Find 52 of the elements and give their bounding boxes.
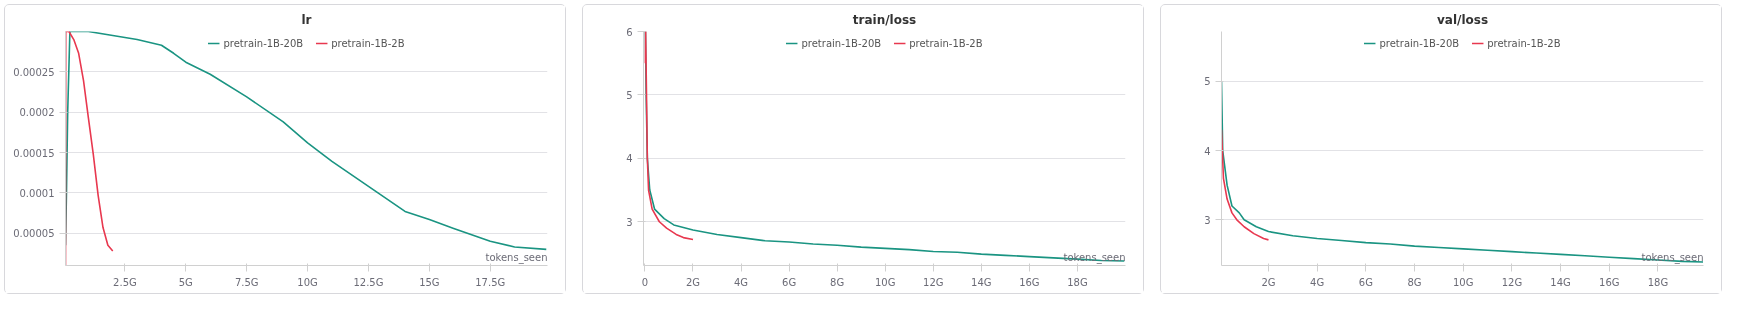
x-tick-label: 16G (1599, 276, 1620, 288)
x-tick-label: 15G (419, 276, 440, 288)
x-tick-label: 12G (1501, 276, 1523, 288)
x-tick-label: 10G (297, 276, 318, 288)
y-tick-label: 5 (626, 89, 633, 101)
x-tick-label: 18G (1647, 276, 1669, 288)
x-tick-label: 14G (1550, 276, 1571, 288)
x-tick-label: 0 (641, 276, 649, 288)
x-axis-title: tokens_seen (1641, 251, 1704, 264)
legend-label: pretrain-1B-2B (331, 37, 405, 49)
chart-title: val/loss (1436, 12, 1489, 27)
chart-title: lr (301, 12, 312, 27)
legend-label: pretrain-1B-20B (223, 37, 304, 49)
y-tick-label: 0.00025 (13, 66, 55, 78)
x-tick-label: 2G (685, 276, 701, 288)
x-tick-label: 12G (923, 276, 944, 288)
x-tick-label: 8G (1407, 276, 1422, 288)
y-tick-label: 0.0001 (19, 187, 55, 199)
x-tick-label: 5G (178, 276, 193, 288)
y-tick-label: 4 (1204, 145, 1211, 157)
y-tick-label: 4 (626, 153, 633, 165)
y-tick-label: 0.00005 (13, 228, 55, 240)
x-tick-label: 10G (1452, 276, 1474, 288)
x-tick-label: 6G (782, 276, 797, 288)
line-series (644, 31, 694, 241)
x-tick-label: 4G (734, 276, 749, 288)
x-tick-label: 16G (1019, 276, 1040, 288)
y-tick-label: 5 (1204, 76, 1211, 88)
legend-label: pretrain-1B-20B (1379, 37, 1460, 49)
x-tick-label: 6G (1358, 276, 1373, 288)
x-tick-label: 4G (1310, 276, 1325, 288)
y-tick-label: 3 (626, 216, 633, 228)
line-series (65, 31, 548, 251)
y-tick-label: 0.0002 (19, 107, 55, 119)
legend-label: pretrain-1B-20B (801, 37, 882, 49)
x-axis-title: tokens_seen (485, 251, 548, 264)
x-tick-label: 14G (971, 276, 992, 288)
y-tick-label: 0.00015 (13, 147, 55, 159)
x-tick-label: 7.5G (234, 276, 259, 288)
y-tick-label: 3 (1204, 214, 1211, 226)
x-tick-label: 10G (874, 276, 896, 288)
x-tick-label: 2.5G (113, 276, 137, 288)
legend-label: pretrain-1B-2B (1487, 37, 1561, 49)
chart-title: train/loss (852, 12, 917, 27)
x-tick-label: 12.5G (353, 276, 384, 288)
x-tick-label: 2G (1261, 276, 1276, 288)
x-tick-label: 8G (830, 276, 845, 288)
x-axis-title: tokens_seen (1063, 251, 1126, 264)
x-tick-label: 17.5G (475, 276, 506, 288)
x-tick-label: 18G (1067, 276, 1088, 288)
y-tick-label: 6 (626, 26, 633, 38)
legend-label: pretrain-1B-2B (909, 37, 983, 49)
